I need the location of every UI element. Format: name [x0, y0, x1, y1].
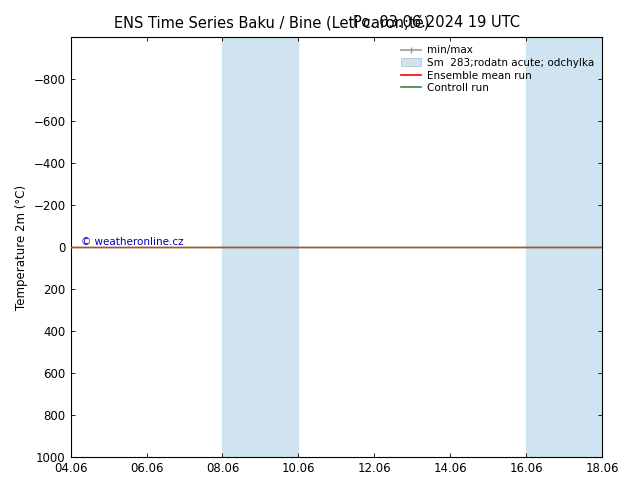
Text: ENS Time Series Baku / Bine (Leti caron;tě): ENS Time Series Baku / Bine (Leti caron;… — [114, 15, 429, 30]
Bar — [223, 37, 299, 457]
Y-axis label: Temperature 2m (°C): Temperature 2m (°C) — [15, 185, 28, 310]
Text: © weatheronline.cz: © weatheronline.cz — [81, 237, 184, 247]
Legend: min/max, Sm  283;rodatn acute; odchylka, Ensemble mean run, Controll run: min/max, Sm 283;rodatn acute; odchylka, … — [398, 42, 597, 97]
Text: Po. 03.06.2024 19 UTC: Po. 03.06.2024 19 UTC — [353, 15, 520, 30]
Bar — [526, 37, 602, 457]
